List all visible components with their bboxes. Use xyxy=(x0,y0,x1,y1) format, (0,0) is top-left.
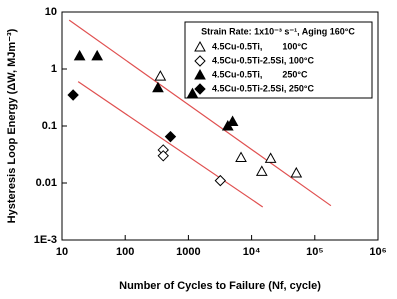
x-tick-label: 10⁴ xyxy=(243,246,261,258)
point xyxy=(154,70,167,81)
y-tick-label: 10 xyxy=(45,6,57,18)
point xyxy=(226,115,239,126)
point xyxy=(290,166,303,178)
fit-line xyxy=(68,19,332,207)
y-axis-title: Hysteresis Loop Energy (ΔW, MJm⁻³) xyxy=(6,28,18,223)
legend-marker xyxy=(194,40,206,52)
point xyxy=(73,49,86,61)
point xyxy=(91,49,104,61)
point xyxy=(152,81,164,93)
point xyxy=(67,89,79,101)
legend-label: 4.5Cu-0.5Ti, 100°C xyxy=(212,41,308,51)
fit-line xyxy=(77,81,264,208)
x-axis-title: Number of Cycles to Failure (Nf, cycle) xyxy=(119,280,321,292)
point xyxy=(255,165,268,176)
legend-label: 4.5Cu-0.5Ti-2.5Si, 100°C xyxy=(212,55,314,65)
plot-frame xyxy=(61,11,379,241)
x-tick-label: 10 xyxy=(56,246,68,258)
point xyxy=(164,130,177,143)
legend-marker xyxy=(194,68,206,80)
x-tick-label: 10⁶ xyxy=(369,246,386,258)
legend-box xyxy=(184,21,373,99)
y-tick-label: 0.01 xyxy=(36,177,57,189)
legend-label: 4.5Cu-0.5Ti-2.5Si, 250°C xyxy=(212,83,314,93)
point xyxy=(186,87,199,99)
y-tick-label: 1E-3 xyxy=(34,234,57,246)
point xyxy=(264,152,277,163)
point xyxy=(235,151,247,163)
legend-marker xyxy=(194,55,206,67)
x-tick-label: 100 xyxy=(116,246,134,258)
legend-title: Strain Rate: 1x10⁻³ s⁻¹, Aging 160°C xyxy=(201,26,355,36)
point xyxy=(214,174,227,187)
y-tick-label: 0.1 xyxy=(42,120,57,132)
point xyxy=(157,150,169,162)
legend-label: 4.5Cu-0.5Ti, 250°C xyxy=(212,69,308,79)
legend-marker xyxy=(194,83,206,95)
x-tick-label: 1000 xyxy=(176,246,200,258)
y-tick-label: 1 xyxy=(51,63,57,75)
x-tick-label: 10⁵ xyxy=(306,246,323,258)
